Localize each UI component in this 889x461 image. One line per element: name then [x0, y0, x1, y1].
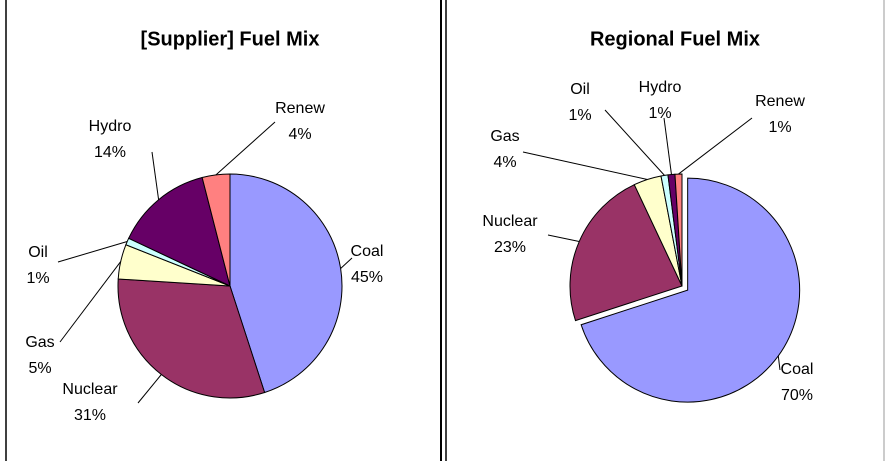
pie-slice	[569, 183, 683, 322]
leader-line	[777, 355, 781, 371]
leader-line	[151, 151, 160, 200]
slice-value: 14%	[94, 144, 126, 161]
pie-slice	[117, 278, 266, 399]
leader-line	[522, 151, 648, 180]
slice-value: 5%	[28, 360, 51, 377]
pie-slice	[201, 173, 231, 287]
leader-line	[678, 117, 753, 175]
slice-value: 70%	[781, 387, 813, 404]
leader-line	[663, 117, 672, 175]
chart-title: [Supplier] Fuel Mix	[141, 28, 320, 50]
slice-value: 4%	[288, 126, 311, 143]
leader-line	[547, 234, 580, 243]
leader-line	[604, 109, 665, 176]
leader-line	[57, 241, 128, 263]
chart-title: Regional Fuel Mix	[590, 28, 760, 50]
slice-label: Nuclear	[62, 381, 118, 398]
pie-slice	[674, 173, 683, 287]
leader-line	[340, 257, 353, 269]
slice-label: Gas	[25, 334, 54, 351]
slice-value: 45%	[351, 269, 383, 286]
slice-value: 1%	[768, 119, 791, 136]
slice-label: Renew	[755, 93, 805, 110]
slice-value: 31%	[74, 407, 106, 424]
slice-value: 23%	[494, 239, 526, 256]
leader-line	[59, 261, 122, 343]
slice-label: Coal	[781, 361, 814, 378]
slice-label: Hydro	[639, 79, 682, 96]
slice-value: 1%	[26, 270, 49, 287]
slice-label: Nuclear	[482, 213, 538, 230]
leader-line	[137, 374, 162, 404]
slice-label: Coal	[351, 243, 384, 260]
pie-slice	[229, 173, 343, 394]
slice-label: Hydro	[89, 118, 132, 135]
slice-value: 1%	[568, 107, 591, 124]
slice-label: Oil	[28, 244, 48, 261]
slice-value: 1%	[648, 105, 671, 122]
pie-slice	[127, 176, 231, 287]
slice-label: Oil	[570, 81, 590, 98]
slice-label: Gas	[490, 128, 519, 145]
slice-label: Renew	[275, 100, 325, 117]
slice-value: 4%	[493, 154, 516, 171]
leader-line	[215, 121, 276, 176]
